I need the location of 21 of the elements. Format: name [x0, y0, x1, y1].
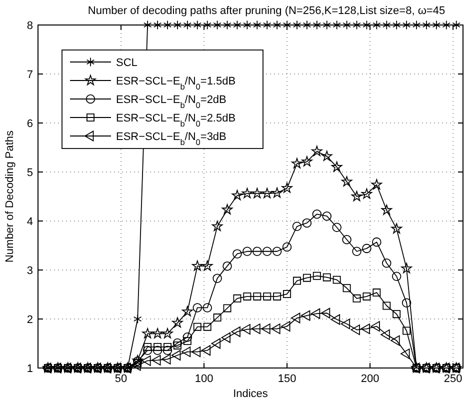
y-tick-label: 2 [26, 314, 33, 326]
y-tick-label: 4 [26, 216, 33, 228]
legend-label: ESR−SCL−E$_{b}$/N$_{0}$=2.5dB [116, 112, 236, 128]
y-tick-label: 7 [26, 69, 33, 81]
x-tick-label: 50 [114, 373, 128, 385]
y-axis-title: Number of Decoding Paths [4, 130, 16, 263]
legend-label: ESR−SCL−E$_{b}$/N$_{0}$=1.5dB [116, 76, 236, 91]
y-tick-label: 5 [26, 167, 33, 179]
x-axis-title: Indices [233, 388, 268, 400]
y-tick-label: 6 [26, 118, 33, 130]
legend-label: ESR−SCL−E$_{b}$/N$_{0}$=3dB [116, 131, 226, 146]
y-tick-label: 8 [26, 20, 33, 32]
x-tick-label: 200 [360, 373, 380, 385]
x-tick-label: 100 [194, 373, 214, 385]
legend-label: SCL [116, 57, 138, 69]
legend-label: ESR−SCL−E$_{b}$/N$_{0}$=2dB [116, 94, 226, 110]
x-tick-label: 250 [444, 373, 462, 385]
x-tick-label: 150 [278, 373, 296, 385]
chart-title: Number of decoding paths after pruning (N=256,K=128,List size=8, ω=45 [88, 5, 446, 17]
y-tick-label: 1 [26, 363, 33, 375]
y-tick-label: 3 [26, 265, 33, 277]
